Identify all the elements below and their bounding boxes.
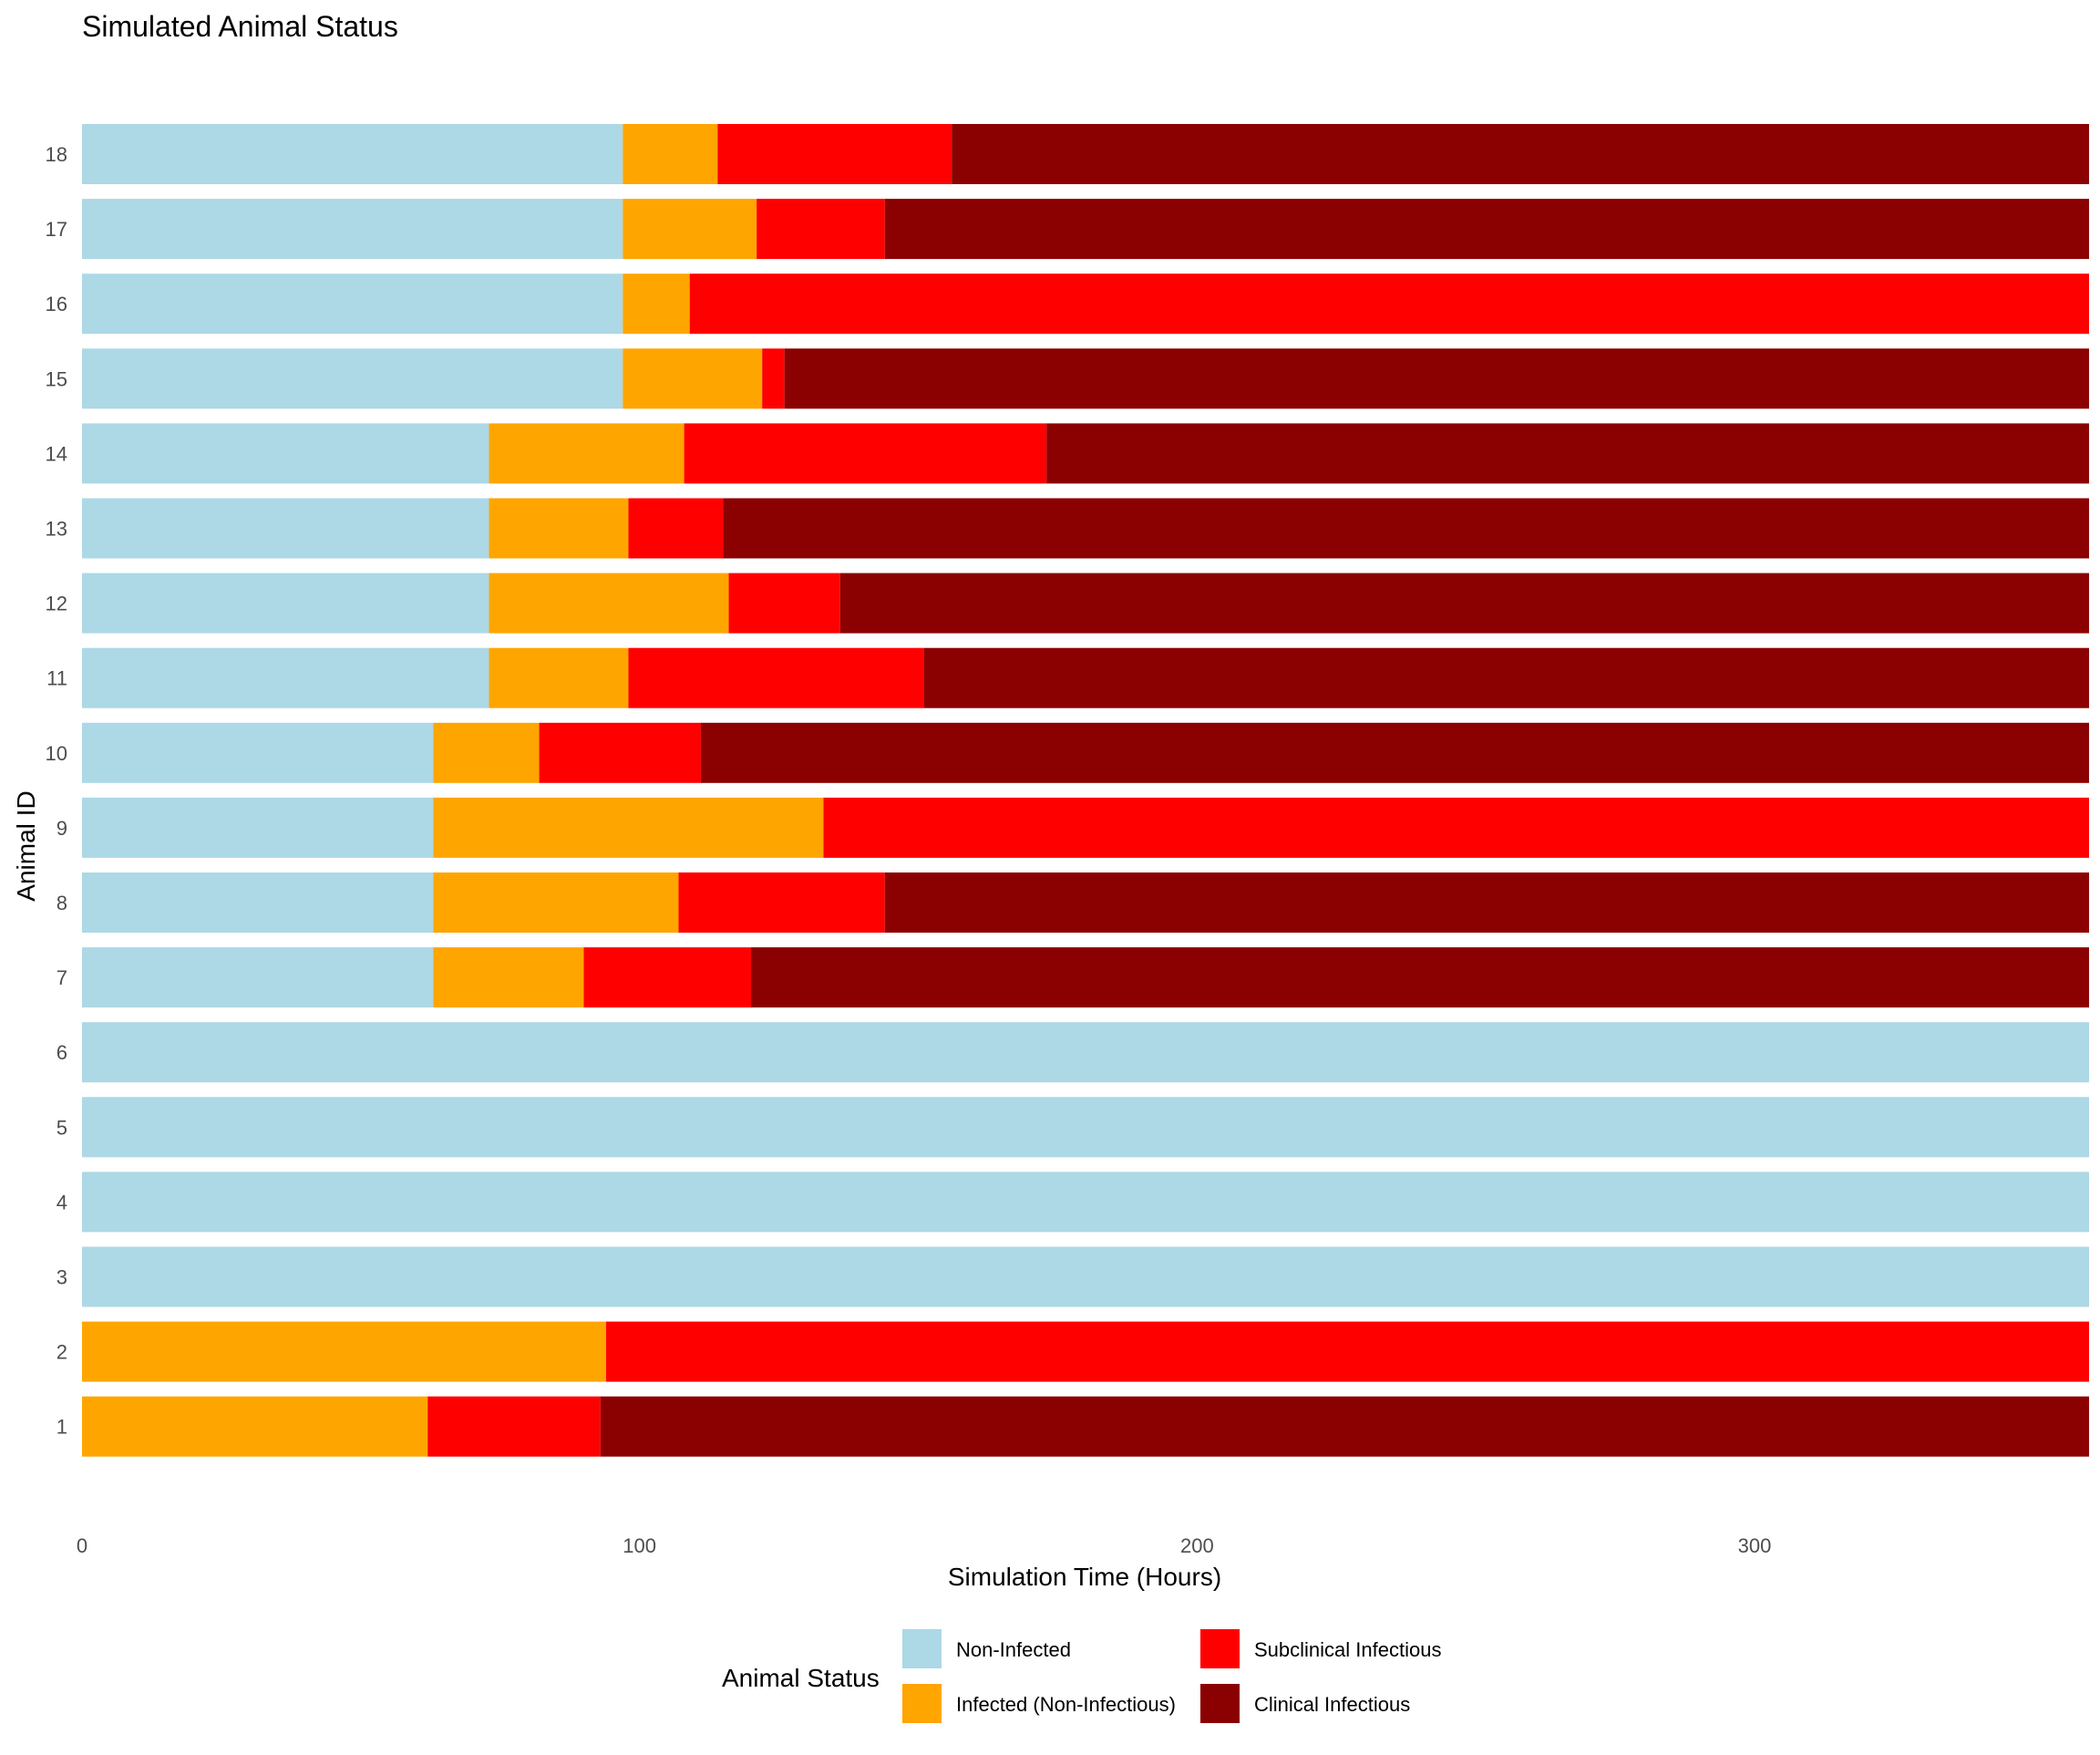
y-tick-label-11: 11 xyxy=(46,667,67,690)
bar-segment-animal-10-infected-non-infectious xyxy=(433,722,540,783)
bar-segment-animal-17-subclinical-infectious xyxy=(757,199,885,260)
bar-segment-animal-8-infected-non-infectious xyxy=(433,872,679,933)
x-tick-label-100: 100 xyxy=(623,1534,656,1557)
legend-swatch-clinical-infectious xyxy=(1200,1684,1240,1723)
bar-segment-animal-12-non-infected xyxy=(82,573,489,634)
legend-swatch-non-infected xyxy=(902,1629,942,1668)
bar-segment-animal-18-infected-non-infectious xyxy=(623,124,718,184)
bar-segment-animal-8-subclinical-infectious xyxy=(678,872,885,933)
y-tick-label-18: 18 xyxy=(46,143,67,166)
bar-segment-animal-14-infected-non-infectious xyxy=(489,423,685,484)
y-tick-label-15: 15 xyxy=(46,367,67,390)
x-axis-label: Simulation Time (Hours) xyxy=(948,1563,1221,1591)
bar-segment-animal-15-clinical-infectious xyxy=(784,348,2090,409)
bar-segment-animal-2-subclinical-infectious xyxy=(605,1321,2089,1382)
bar-segment-animal-18-clinical-infectious xyxy=(952,124,2089,184)
bar-segment-animal-10-non-infected xyxy=(82,722,434,783)
bar-segment-animal-7-infected-non-infectious xyxy=(433,947,584,1008)
bar-segment-animal-13-subclinical-infectious xyxy=(628,498,724,559)
bar-segment-animal-17-non-infected xyxy=(82,199,623,260)
legend: Animal Status Non-Infected Infected (Non-… xyxy=(722,1629,1441,1723)
bar-segment-animal-8-clinical-infectious xyxy=(884,872,2089,933)
bar-segment-animal-9-infected-non-infectious xyxy=(433,797,824,858)
bar-segment-animal-15-infected-non-infectious xyxy=(623,348,763,409)
y-tick-label-2: 2 xyxy=(57,1341,67,1364)
y-tick-label-12: 12 xyxy=(46,593,67,615)
bar-segment-animal-1-infected-non-infectious xyxy=(82,1396,428,1457)
bar-segment-animal-1-subclinical-infectious xyxy=(427,1396,601,1457)
bar-segment-animal-12-clinical-infectious xyxy=(839,573,2089,634)
bar-segment-animal-13-infected-non-infectious xyxy=(489,498,629,559)
y-tick-label-7: 7 xyxy=(57,966,67,989)
bar-segment-animal-7-clinical-infectious xyxy=(751,947,2089,1008)
bar-segment-animal-11-infected-non-infectious xyxy=(489,647,629,708)
y-tick-label-10: 10 xyxy=(46,742,67,765)
y-axis-label: Animal ID xyxy=(12,790,40,901)
x-tick-labels: 0 100 200 300 xyxy=(77,1534,1771,1557)
y-tick-label-3: 3 xyxy=(57,1266,67,1289)
chart-title: Simulated Animal Status xyxy=(82,10,398,43)
y-tick-label-9: 9 xyxy=(57,817,67,840)
y-tick-label-5: 5 xyxy=(57,1116,67,1139)
legend-label-subclinical-infectious: Subclinical Infectious xyxy=(1254,1638,1441,1661)
bar-segment-animal-14-clinical-infectious xyxy=(1046,423,2089,484)
bar-segment-animal-9-subclinical-infectious xyxy=(823,797,2090,858)
bar-segment-animal-4-non-infected xyxy=(82,1172,2089,1233)
y-tick-label-13: 13 xyxy=(46,518,67,541)
bar-segment-animal-18-subclinical-infectious xyxy=(717,124,952,184)
bar-segment-animal-9-non-infected xyxy=(82,797,434,858)
bar-segment-animal-13-clinical-infectious xyxy=(723,498,2089,559)
bar-segment-animal-1-clinical-infectious xyxy=(600,1396,2089,1457)
bar-segment-animal-13-non-infected xyxy=(82,498,489,559)
bar-segment-animal-11-clinical-infectious xyxy=(923,647,2089,708)
bar-segment-animal-10-subclinical-infectious xyxy=(539,722,701,783)
x-tick-label-200: 200 xyxy=(1180,1534,1214,1557)
legend-title: Animal Status xyxy=(722,1664,880,1692)
bar-segment-animal-14-non-infected xyxy=(82,423,489,484)
legend-label-non-infected: Non-Infected xyxy=(956,1638,1071,1661)
bar-segment-animal-3-non-infected xyxy=(82,1246,2089,1307)
bar-segment-animal-18-non-infected xyxy=(82,124,623,184)
bar-segment-animal-8-non-infected xyxy=(82,872,434,933)
bar-segment-animal-15-subclinical-infectious xyxy=(762,348,785,409)
bar-segment-animal-11-subclinical-infectious xyxy=(628,647,924,708)
legend-swatch-subclinical-infectious xyxy=(1200,1629,1240,1668)
bar-segment-animal-10-clinical-infectious xyxy=(700,722,2090,783)
y-tick-label-14: 14 xyxy=(46,442,67,465)
bar-segment-animal-7-subclinical-infectious xyxy=(583,947,751,1008)
y-tick-label-16: 16 xyxy=(46,293,67,315)
y-tick-label-17: 17 xyxy=(46,218,67,241)
bar-segment-animal-11-non-infected xyxy=(82,647,489,708)
x-tick-label-300: 300 xyxy=(1738,1534,1772,1557)
bar-segment-animal-12-subclinical-infectious xyxy=(728,573,840,634)
y-tick-label-6: 6 xyxy=(57,1041,67,1064)
y-tick-label-1: 1 xyxy=(57,1416,67,1439)
legend-swatch-infected-non-infectious xyxy=(902,1684,942,1723)
bar-segment-animal-17-infected-non-infectious xyxy=(623,199,757,260)
bar-segment-animal-16-subclinical-infectious xyxy=(689,274,2089,335)
bar-segment-animal-12-infected-non-infectious xyxy=(489,573,729,634)
y-tick-label-8: 8 xyxy=(57,892,67,914)
bar-segment-animal-16-infected-non-infectious xyxy=(623,274,690,335)
legend-label-clinical-infectious: Clinical Infectious xyxy=(1254,1693,1410,1716)
bar-segment-animal-14-subclinical-infectious xyxy=(684,423,1047,484)
y-tick-label-4: 4 xyxy=(57,1191,67,1213)
bar-segment-animal-16-non-infected xyxy=(82,274,623,335)
bar-segment-animal-6-non-infected xyxy=(82,1022,2089,1083)
bar-segment-animal-7-non-infected xyxy=(82,947,434,1008)
bar-segment-animal-17-clinical-infectious xyxy=(884,199,2089,260)
bars-group xyxy=(82,124,2090,1457)
bar-segment-animal-15-non-infected xyxy=(82,348,623,409)
bar-segment-animal-2-infected-non-infectious xyxy=(82,1321,606,1382)
x-tick-label-0: 0 xyxy=(77,1534,88,1557)
legend-label-infected-non-infectious: Infected (Non-Infectious) xyxy=(956,1693,1176,1716)
bar-segment-animal-5-non-infected xyxy=(82,1097,2089,1158)
